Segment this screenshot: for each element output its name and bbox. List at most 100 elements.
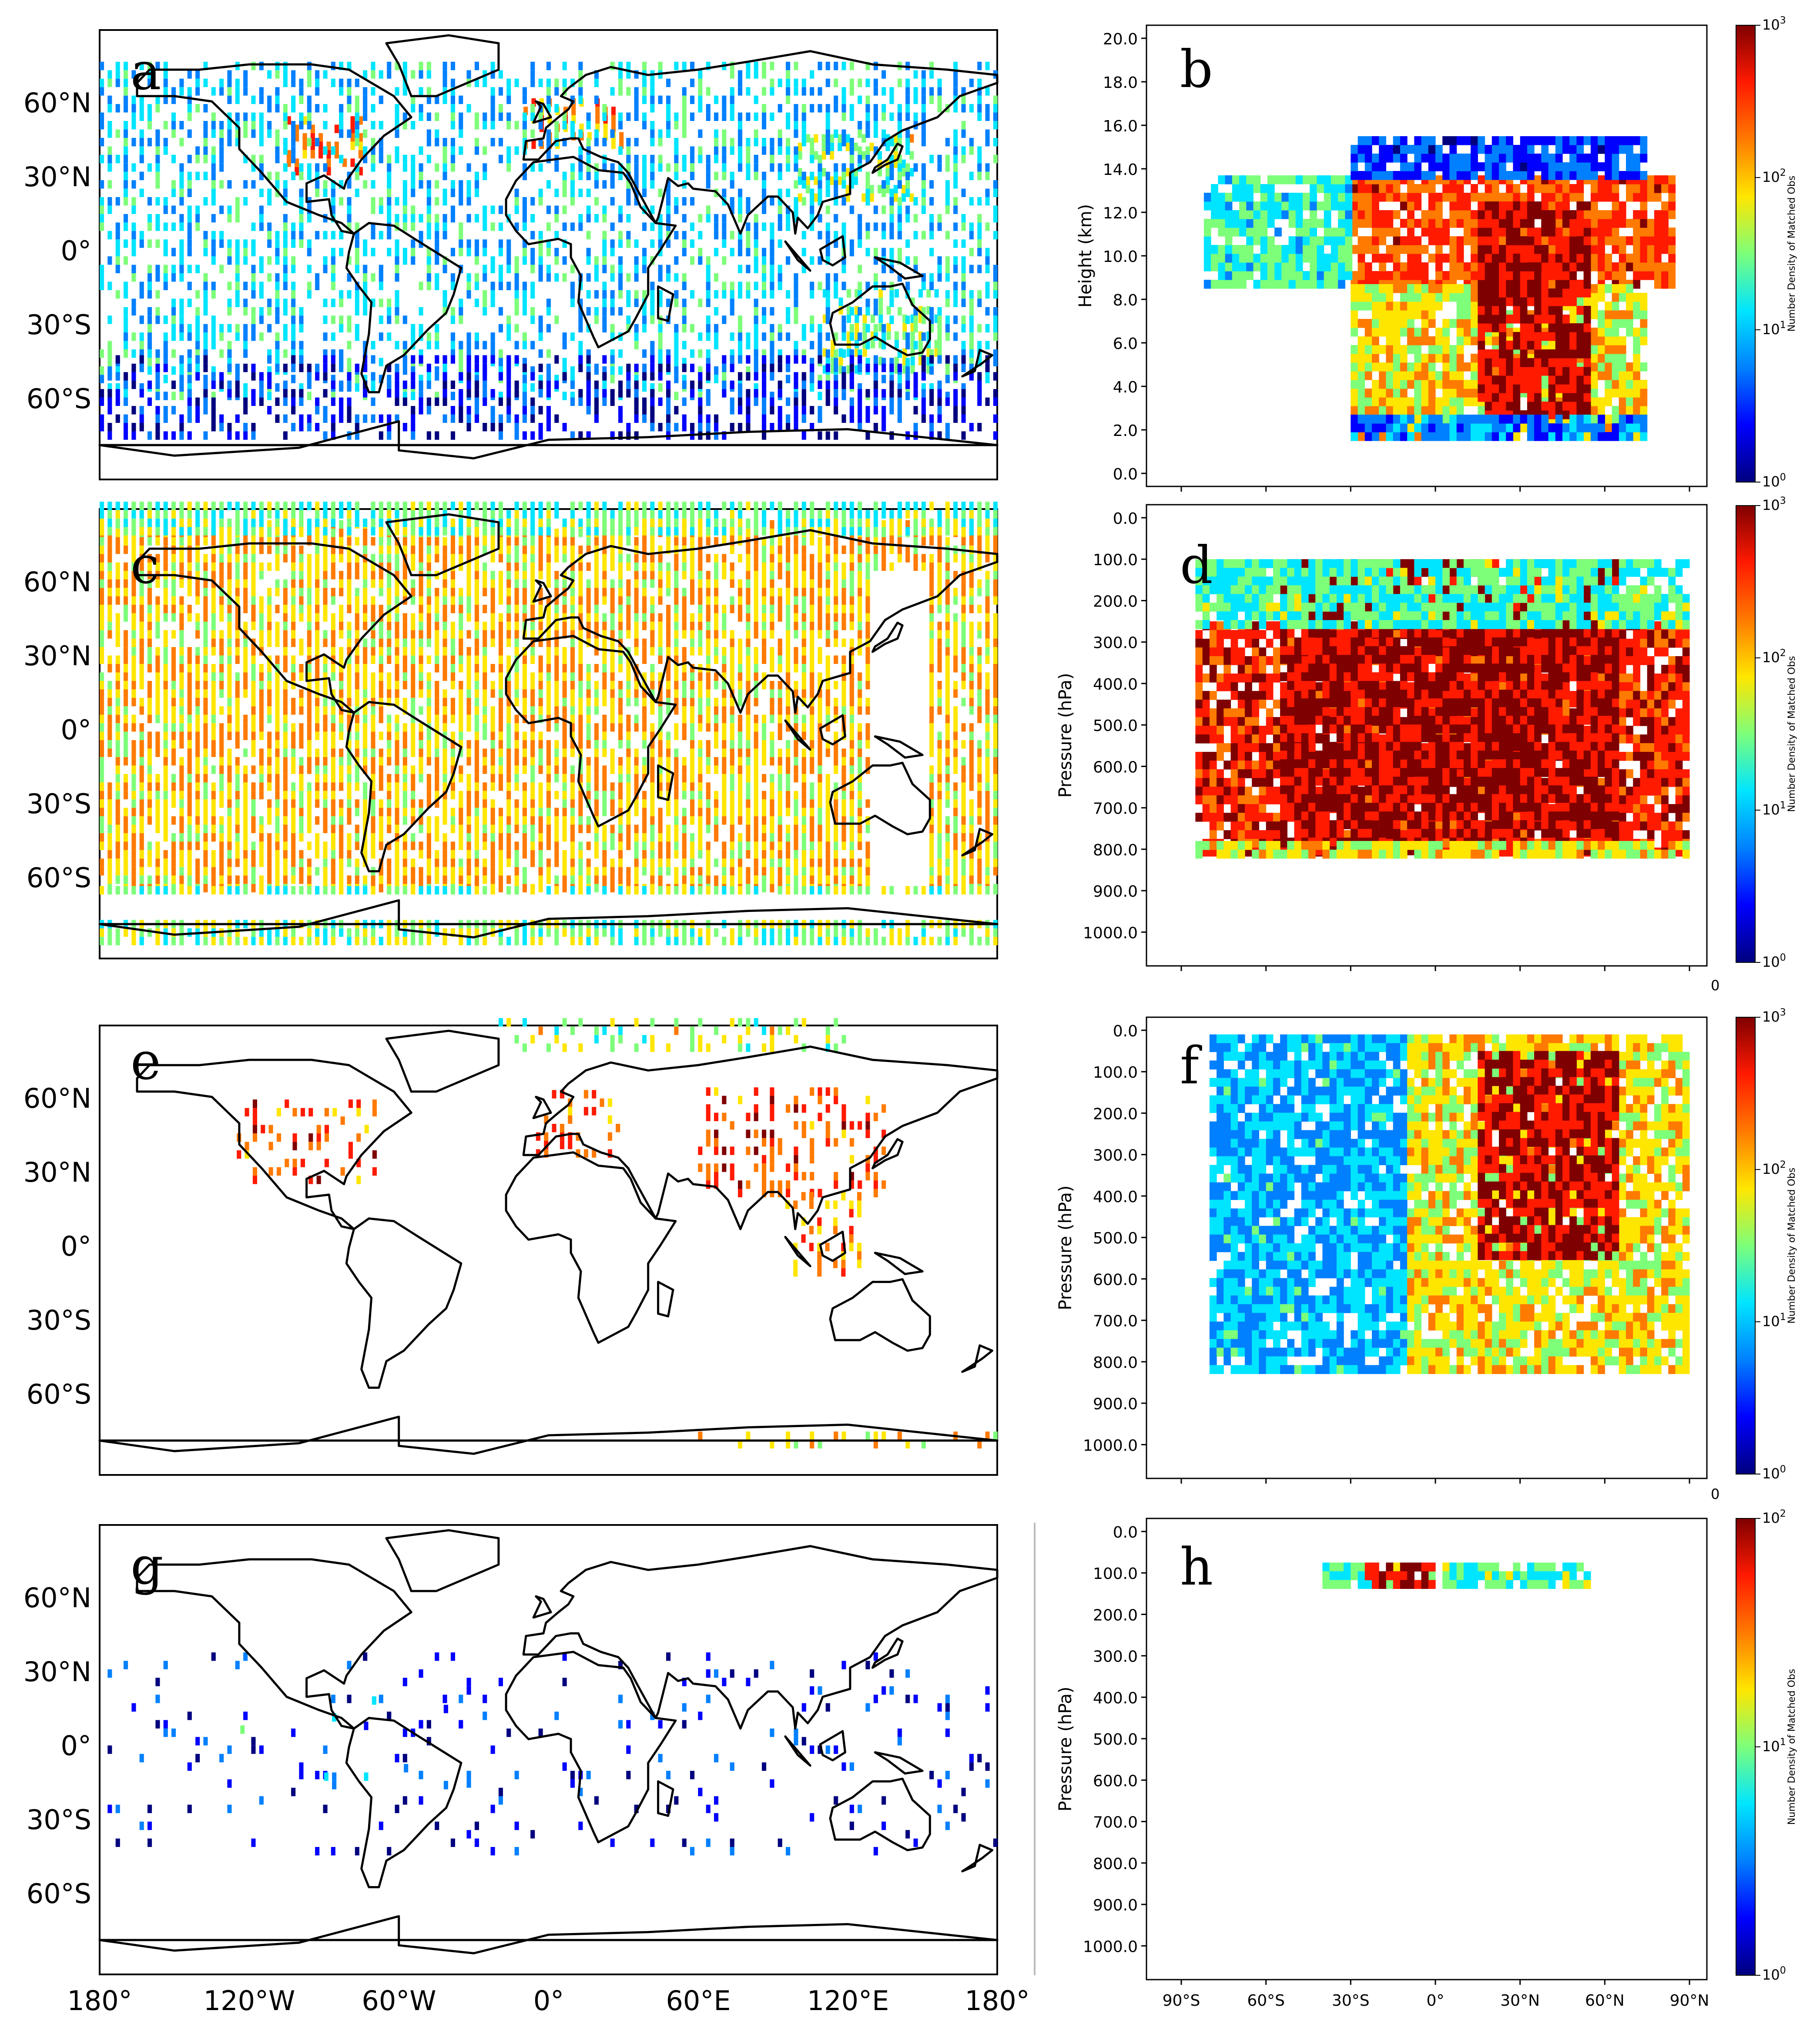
map-cell — [459, 358, 463, 366]
map-cell — [419, 380, 423, 389]
map-cell — [514, 290, 519, 299]
map-cell — [115, 850, 120, 859]
map-cell — [937, 431, 942, 440]
map-cell — [307, 765, 312, 774]
map-cell — [426, 197, 431, 206]
map-cell — [810, 363, 814, 372]
map-cell — [738, 748, 743, 757]
map-cell — [147, 214, 152, 223]
map-cell — [562, 757, 567, 766]
map-cell — [139, 104, 144, 113]
map-cell — [387, 180, 392, 189]
map-cell — [985, 824, 990, 833]
map-cell — [586, 256, 591, 265]
map-cell — [411, 765, 416, 774]
map-cell — [985, 163, 990, 172]
map-cell — [426, 380, 431, 389]
map-cell — [459, 372, 463, 381]
map-cell — [187, 799, 192, 808]
map-cell — [227, 137, 232, 147]
map-cell — [450, 121, 455, 130]
map-cell — [195, 816, 200, 825]
map-cell — [945, 290, 950, 299]
map-cell — [402, 867, 407, 876]
map-cell — [855, 289, 859, 298]
map-cell — [131, 363, 136, 372]
map-cell — [530, 431, 535, 440]
map-cell — [530, 372, 535, 381]
map-cell — [858, 290, 862, 299]
map-cell — [770, 833, 774, 842]
map-cell — [411, 774, 416, 783]
map-cell — [706, 61, 711, 70]
map-cell — [115, 78, 120, 87]
map-cell — [514, 850, 519, 859]
map-cell — [395, 380, 399, 389]
map-cell — [730, 307, 734, 316]
map-cell — [506, 281, 511, 290]
map-cell — [435, 858, 439, 867]
map-cell — [450, 180, 455, 189]
map-cell — [666, 180, 671, 189]
map-cell — [363, 281, 368, 290]
map-cell — [506, 414, 511, 423]
map-cell — [810, 146, 814, 155]
map-cell — [882, 341, 886, 349]
map-cell — [658, 841, 663, 850]
map-cell — [642, 765, 647, 774]
map-cell — [531, 141, 536, 149]
map-cell — [961, 841, 966, 850]
map-cell — [450, 816, 455, 825]
map-cell — [730, 816, 734, 825]
map-cell — [770, 281, 774, 290]
map-cell — [682, 808, 687, 816]
map-cell — [107, 833, 112, 842]
map-cell — [594, 363, 599, 372]
map-cell — [746, 332, 751, 341]
map-cell — [179, 816, 184, 825]
map-cell — [818, 808, 822, 816]
map-cell — [993, 205, 998, 214]
map-cell — [163, 816, 168, 825]
map-cell — [586, 757, 591, 766]
map-cell — [395, 791, 399, 800]
map-cell — [187, 867, 192, 876]
map-cell — [450, 341, 455, 349]
map-cell — [642, 372, 647, 381]
map-cell — [858, 774, 862, 783]
map-cell — [921, 383, 926, 392]
map-cell — [203, 129, 208, 138]
map-cell — [841, 380, 846, 389]
map-cell — [442, 222, 447, 231]
map-cell — [618, 841, 623, 850]
map-cell — [897, 363, 902, 372]
map-cell — [977, 87, 982, 96]
map-cell — [235, 324, 240, 333]
map-cell — [419, 875, 423, 884]
map-cell — [187, 841, 192, 850]
map-cell — [893, 151, 898, 160]
map-cell — [909, 134, 914, 143]
map-cell — [155, 273, 160, 282]
map-cell — [235, 205, 240, 214]
map-cell — [291, 281, 296, 290]
map-cell — [203, 833, 208, 842]
map-cell — [514, 256, 519, 265]
map-cell — [945, 816, 950, 825]
map-cell — [435, 765, 439, 774]
map-cell — [323, 372, 328, 381]
map-cell — [307, 281, 312, 290]
map-cell — [674, 808, 679, 816]
map-cell — [506, 748, 511, 757]
map-cell — [219, 349, 224, 358]
map-cell — [546, 858, 551, 867]
map-cell — [251, 121, 256, 130]
map-cell — [921, 414, 926, 423]
map-cell — [754, 824, 758, 833]
map-cell — [483, 380, 487, 389]
map-cell — [658, 774, 663, 783]
map-cell — [219, 841, 224, 850]
map-cell — [163, 414, 168, 423]
map-cell — [818, 163, 822, 172]
map-cell — [961, 281, 966, 290]
